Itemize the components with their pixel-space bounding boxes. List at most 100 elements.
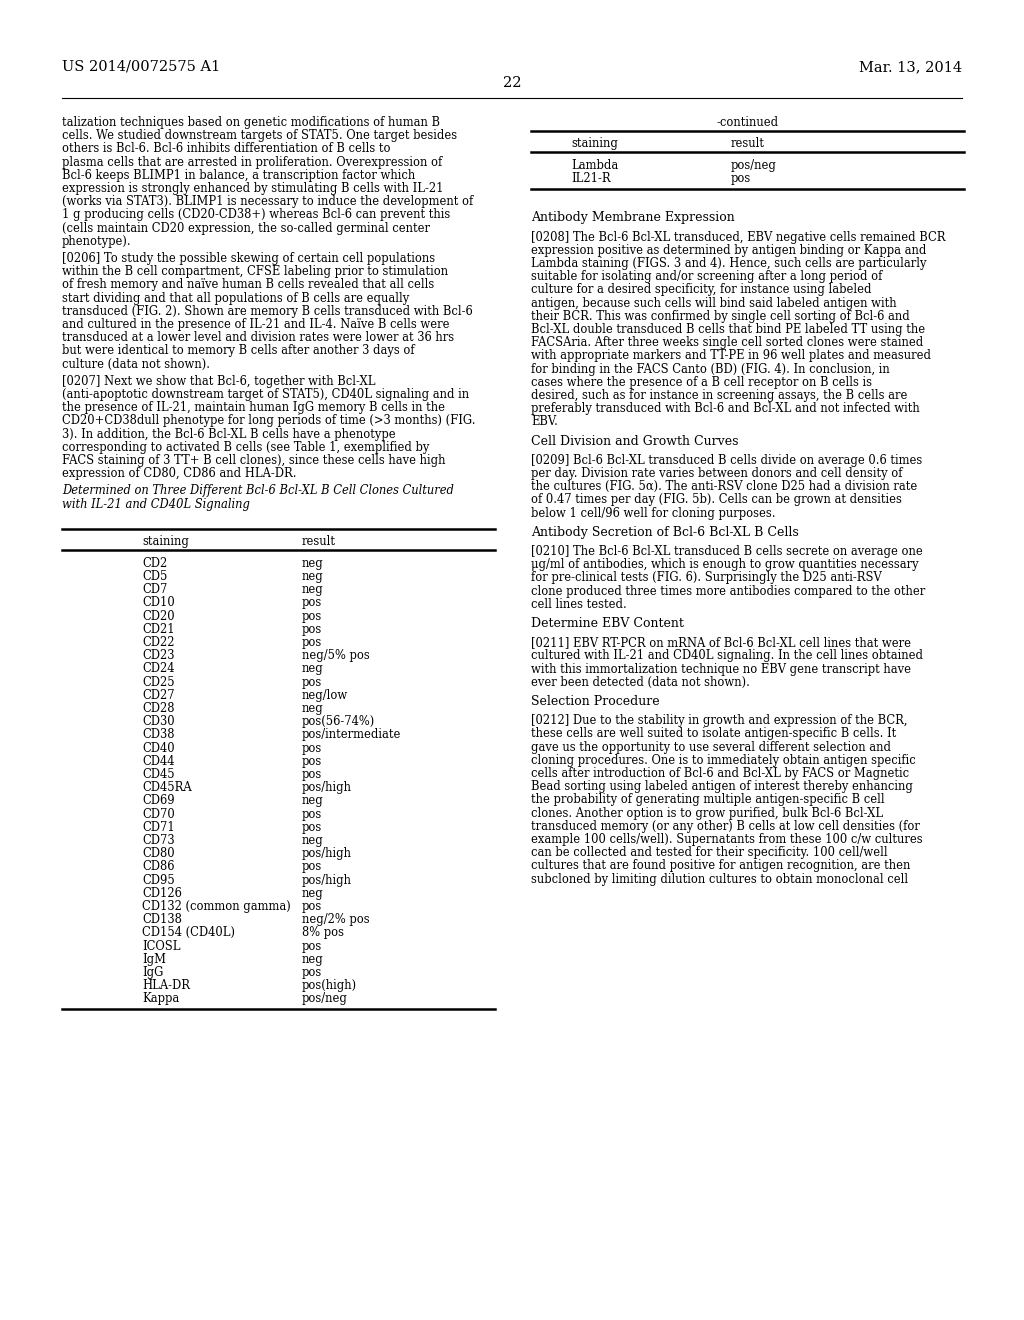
Text: Antibody Membrane Expression: Antibody Membrane Expression	[531, 211, 735, 224]
Text: expression positive as determined by antigen binding or Kappa and: expression positive as determined by ant…	[531, 244, 927, 257]
Text: but were identical to memory B cells after another 3 days of: but were identical to memory B cells aft…	[62, 345, 415, 358]
Text: neg: neg	[302, 663, 324, 676]
Text: transduced at a lower level and division rates were lower at 36 hrs: transduced at a lower level and division…	[62, 331, 454, 345]
Text: neg: neg	[302, 887, 324, 900]
Text: cells. We studied downstream targets of STAT5. One target besides: cells. We studied downstream targets of …	[62, 129, 457, 143]
Text: pos: pos	[302, 636, 323, 649]
Text: cultures that are found positive for antigen recognition, are then: cultures that are found positive for ant…	[531, 859, 910, 873]
Text: CD2: CD2	[142, 557, 167, 570]
Text: CD70: CD70	[142, 808, 175, 821]
Text: CD5: CD5	[142, 570, 167, 583]
Text: 1 g producing cells (CD20-CD38+) whereas Bcl-6 can prevent this: 1 g producing cells (CD20-CD38+) whereas…	[62, 209, 451, 222]
Text: CD44: CD44	[142, 755, 174, 768]
Text: can be collected and tested for their specificity. 100 cell/well: can be collected and tested for their sp…	[531, 846, 888, 859]
Text: CD10: CD10	[142, 597, 175, 610]
Text: EBV.: EBV.	[531, 416, 558, 429]
Text: ICOSL: ICOSL	[142, 940, 180, 953]
Text: staining: staining	[571, 137, 617, 150]
Text: transduced memory (or any other) B cells at low cell densities (for: transduced memory (or any other) B cells…	[531, 820, 920, 833]
Text: with appropriate markers and TT-PE in 96 well plates and measured: with appropriate markers and TT-PE in 96…	[531, 350, 931, 363]
Text: neg: neg	[302, 583, 324, 597]
Text: pos(high): pos(high)	[302, 979, 357, 993]
Text: pos: pos	[302, 940, 323, 953]
Text: of 0.47 times per day (FIG. 5b). Cells can be grown at densities: of 0.47 times per day (FIG. 5b). Cells c…	[531, 494, 902, 507]
Text: others is Bcl-6. Bcl-6 inhibits differentiation of B cells to: others is Bcl-6. Bcl-6 inhibits differen…	[62, 143, 390, 156]
Text: neg: neg	[302, 953, 324, 966]
Text: expression of CD80, CD86 and HLA-DR.: expression of CD80, CD86 and HLA-DR.	[62, 467, 297, 480]
Text: pos: pos	[302, 597, 323, 610]
Text: staining: staining	[142, 535, 188, 548]
Text: within the B cell compartment, CFSE labeling prior to stimulation: within the B cell compartment, CFSE labe…	[62, 265, 449, 279]
Text: IL21-R: IL21-R	[571, 172, 610, 185]
Text: CD138: CD138	[142, 913, 182, 927]
Text: result: result	[731, 137, 765, 150]
Text: start dividing and that all populations of B cells are equally: start dividing and that all populations …	[62, 292, 410, 305]
Text: CD73: CD73	[142, 834, 175, 847]
Text: FACSAria. After three weeks single cell sorted clones were stained: FACSAria. After three weeks single cell …	[531, 337, 924, 350]
Text: [0212] Due to the stability in growth and expression of the BCR,: [0212] Due to the stability in growth an…	[531, 714, 907, 727]
Text: their BCR. This was confirmed by single cell sorting of Bcl-6 and: their BCR. This was confirmed by single …	[531, 310, 909, 323]
Text: the presence of IL-21, maintain human IgG memory B cells in the: the presence of IL-21, maintain human Ig…	[62, 401, 445, 414]
Text: CD28: CD28	[142, 702, 174, 715]
Text: neg: neg	[302, 557, 324, 570]
Text: [0210] The Bcl-6 Bcl-XL transduced B cells secrete on average one: [0210] The Bcl-6 Bcl-XL transduced B cel…	[531, 545, 923, 558]
Text: pos(56-74%): pos(56-74%)	[302, 715, 375, 729]
Text: [0207] Next we show that Bcl-6, together with Bcl-XL: [0207] Next we show that Bcl-6, together…	[62, 375, 376, 388]
Text: Kappa: Kappa	[142, 993, 179, 1006]
Text: (works via STAT3). BLIMP1 is necessary to induce the development of: (works via STAT3). BLIMP1 is necessary t…	[62, 195, 473, 209]
Text: CD95: CD95	[142, 874, 175, 887]
Text: below 1 cell/96 well for cloning purposes.: below 1 cell/96 well for cloning purpose…	[531, 507, 775, 520]
Text: neg/2% pos: neg/2% pos	[302, 913, 370, 927]
Text: Bcl-6 keeps BLIMP1 in balance, a transcription factor which: Bcl-6 keeps BLIMP1 in balance, a transcr…	[62, 169, 416, 182]
Text: example 100 cells/well). Supernatants from these 100 c/w cultures: example 100 cells/well). Supernatants fr…	[531, 833, 923, 846]
Text: μg/ml of antibodies, which is enough to grow quantities necessary: μg/ml of antibodies, which is enough to …	[531, 558, 919, 572]
Text: US 2014/0072575 A1: US 2014/0072575 A1	[62, 59, 220, 74]
Text: cases where the presence of a B cell receptor on B cells is: cases where the presence of a B cell rec…	[531, 376, 872, 389]
Text: IgG: IgG	[142, 966, 164, 979]
Text: (cells maintain CD20 expression, the so-called germinal center: (cells maintain CD20 expression, the so-…	[62, 222, 430, 235]
Text: pos: pos	[302, 966, 323, 979]
Text: corresponding to activated B cells (see Table 1, exemplified by: corresponding to activated B cells (see …	[62, 441, 429, 454]
Text: desired, such as for instance in screening assays, the B cells are: desired, such as for instance in screeni…	[531, 389, 907, 403]
Text: Bcl-XL double transduced B cells that bind PE labeled TT using the: Bcl-XL double transduced B cells that bi…	[531, 323, 925, 337]
Text: FACS staining of 3 TT+ B cell clones), since these cells have high: FACS staining of 3 TT+ B cell clones), s…	[62, 454, 445, 467]
Text: CD27: CD27	[142, 689, 175, 702]
Text: CD7: CD7	[142, 583, 167, 597]
Text: CD154 (CD40L): CD154 (CD40L)	[142, 927, 234, 940]
Text: pos/neg: pos/neg	[731, 158, 777, 172]
Text: 8% pos: 8% pos	[302, 927, 344, 940]
Text: cultured with IL-21 and CD40L signaling. In the cell lines obtained: cultured with IL-21 and CD40L signaling.…	[531, 649, 923, 663]
Text: neg: neg	[302, 702, 324, 715]
Text: IgM: IgM	[142, 953, 166, 966]
Text: pos: pos	[302, 768, 323, 781]
Text: culture for a desired specificity, for instance using labeled: culture for a desired specificity, for i…	[531, 284, 871, 297]
Text: pos: pos	[731, 172, 752, 185]
Text: suitable for isolating and/or screening after a long period of: suitable for isolating and/or screening …	[531, 271, 883, 284]
Text: neg: neg	[302, 834, 324, 847]
Text: [0209] Bcl-6 Bcl-XL transduced B cells divide on average 0.6 times: [0209] Bcl-6 Bcl-XL transduced B cells d…	[531, 454, 923, 467]
Text: subcloned by limiting dilution cultures to obtain monoclonal cell: subcloned by limiting dilution cultures …	[531, 873, 908, 886]
Text: CD69: CD69	[142, 795, 175, 808]
Text: pos/high: pos/high	[302, 781, 352, 795]
Text: [0206] To study the possible skewing of certain cell populations: [0206] To study the possible skewing of …	[62, 252, 435, 265]
Text: pos/neg: pos/neg	[302, 993, 348, 1006]
Text: Selection Procedure: Selection Procedure	[531, 696, 659, 708]
Text: 22: 22	[503, 77, 521, 90]
Text: these cells are well suited to isolate antigen-specific B cells. It: these cells are well suited to isolate a…	[531, 727, 896, 741]
Text: pos: pos	[302, 676, 323, 689]
Text: CD20+CD38dull phenotype for long periods of time (>3 months) (FIG.: CD20+CD38dull phenotype for long periods…	[62, 414, 475, 428]
Text: with IL-21 and CD40L Signaling: with IL-21 and CD40L Signaling	[62, 498, 250, 511]
Text: plasma cells that are arrested in proliferation. Overexpression of: plasma cells that are arrested in prolif…	[62, 156, 442, 169]
Text: CD30: CD30	[142, 715, 175, 729]
Text: Mar. 13, 2014: Mar. 13, 2014	[859, 59, 962, 74]
Text: cells after introduction of Bcl-6 and Bcl-XL by FACS or Magnetic: cells after introduction of Bcl-6 and Bc…	[531, 767, 909, 780]
Text: of fresh memory and naïve human B cells revealed that all cells: of fresh memory and naïve human B cells …	[62, 279, 434, 292]
Text: CD38: CD38	[142, 729, 174, 742]
Text: pos: pos	[302, 742, 323, 755]
Text: CD24: CD24	[142, 663, 174, 676]
Text: pos: pos	[302, 821, 323, 834]
Text: CD20: CD20	[142, 610, 175, 623]
Text: CD23: CD23	[142, 649, 174, 663]
Text: CD45: CD45	[142, 768, 175, 781]
Text: pos: pos	[302, 861, 323, 874]
